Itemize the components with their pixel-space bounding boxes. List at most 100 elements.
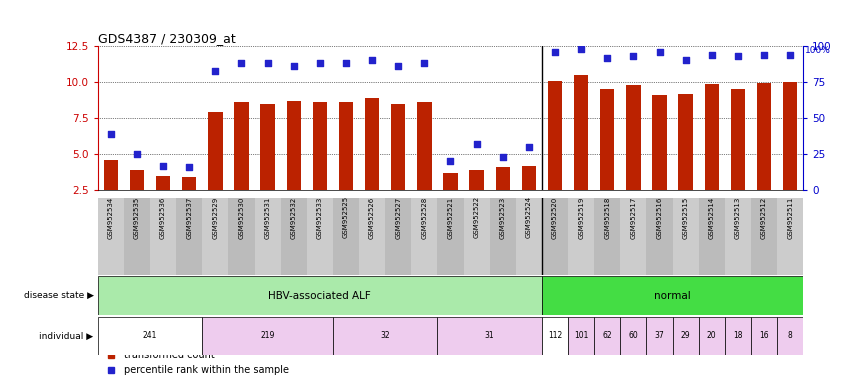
Point xyxy=(339,60,353,66)
Bar xyxy=(438,198,463,275)
Point xyxy=(392,63,405,69)
Point xyxy=(600,55,614,61)
Bar xyxy=(678,94,693,190)
Text: 62: 62 xyxy=(603,331,612,341)
Text: 112: 112 xyxy=(548,331,562,341)
Legend: transformed count, percentile rank within the sample: transformed count, percentile rank withi… xyxy=(103,346,293,379)
Bar xyxy=(594,198,620,275)
Bar xyxy=(672,317,699,355)
Bar xyxy=(542,276,803,315)
Bar xyxy=(725,317,751,355)
Bar xyxy=(731,89,745,190)
Bar xyxy=(600,89,615,190)
Bar xyxy=(333,198,359,275)
Bar xyxy=(574,75,588,190)
Text: HBV-associated ALF: HBV-associated ALF xyxy=(269,291,371,301)
Bar xyxy=(777,198,803,275)
Text: 18: 18 xyxy=(734,331,743,341)
Point xyxy=(417,60,431,66)
Bar xyxy=(130,170,145,190)
Text: individual ▶: individual ▶ xyxy=(39,331,94,341)
Bar xyxy=(98,317,202,355)
Point xyxy=(261,60,275,66)
Bar xyxy=(229,198,254,275)
Bar xyxy=(104,160,118,190)
Bar xyxy=(699,317,725,355)
Text: 241: 241 xyxy=(143,331,157,341)
Bar xyxy=(516,198,542,275)
Bar xyxy=(548,81,562,190)
Text: 32: 32 xyxy=(380,331,390,341)
Point xyxy=(626,53,640,59)
Bar xyxy=(202,198,229,275)
Bar xyxy=(699,198,725,275)
Bar xyxy=(339,102,353,190)
Bar xyxy=(647,198,672,275)
Text: 20: 20 xyxy=(707,331,717,341)
Bar xyxy=(286,101,301,190)
Point xyxy=(548,49,562,55)
Bar xyxy=(463,198,490,275)
Bar xyxy=(705,84,719,190)
Bar xyxy=(307,198,333,275)
Bar xyxy=(672,198,699,275)
Bar xyxy=(626,85,641,190)
Bar xyxy=(751,317,777,355)
Bar xyxy=(333,317,438,355)
Bar xyxy=(254,198,280,275)
Bar xyxy=(417,102,432,190)
Bar xyxy=(385,198,411,275)
Point xyxy=(156,162,170,169)
Text: 100%: 100% xyxy=(805,46,830,55)
Bar xyxy=(490,198,516,275)
Text: normal: normal xyxy=(654,291,691,301)
Bar xyxy=(542,317,568,355)
Bar xyxy=(594,317,620,355)
Bar xyxy=(542,198,568,275)
Text: 101: 101 xyxy=(574,331,588,341)
Bar xyxy=(568,198,594,275)
Bar xyxy=(620,317,647,355)
Point xyxy=(130,151,144,157)
Point xyxy=(208,68,222,74)
Bar xyxy=(411,198,438,275)
Point xyxy=(183,164,196,170)
Point xyxy=(522,144,536,150)
Bar xyxy=(777,317,803,355)
Bar xyxy=(208,112,223,190)
Bar xyxy=(260,104,275,190)
Text: 8: 8 xyxy=(788,331,792,341)
Bar xyxy=(522,166,536,190)
Text: 60: 60 xyxy=(628,331,638,341)
Bar xyxy=(202,317,333,355)
Bar xyxy=(176,198,202,275)
Text: 31: 31 xyxy=(484,331,495,341)
Point xyxy=(313,60,326,66)
Bar xyxy=(444,173,457,190)
Point xyxy=(235,60,248,66)
Bar xyxy=(182,177,196,190)
Point xyxy=(757,52,771,58)
Point xyxy=(784,52,797,58)
Text: GDS4387 / 230309_at: GDS4387 / 230309_at xyxy=(98,32,235,45)
Bar xyxy=(469,170,484,190)
Text: 29: 29 xyxy=(681,331,690,341)
Bar xyxy=(98,198,124,275)
Bar xyxy=(647,317,672,355)
Bar xyxy=(756,83,771,190)
Text: 37: 37 xyxy=(654,331,665,341)
Bar xyxy=(124,198,150,275)
Point xyxy=(287,63,301,69)
Bar xyxy=(156,176,170,190)
Bar xyxy=(235,102,249,190)
Text: disease state ▶: disease state ▶ xyxy=(24,291,94,300)
Text: 16: 16 xyxy=(759,331,769,341)
Bar xyxy=(150,198,176,275)
Point xyxy=(470,141,484,147)
Point xyxy=(366,58,379,64)
Point xyxy=(104,131,117,137)
Point xyxy=(444,158,457,164)
Bar xyxy=(359,198,385,275)
Point xyxy=(679,57,693,63)
Bar xyxy=(438,317,542,355)
